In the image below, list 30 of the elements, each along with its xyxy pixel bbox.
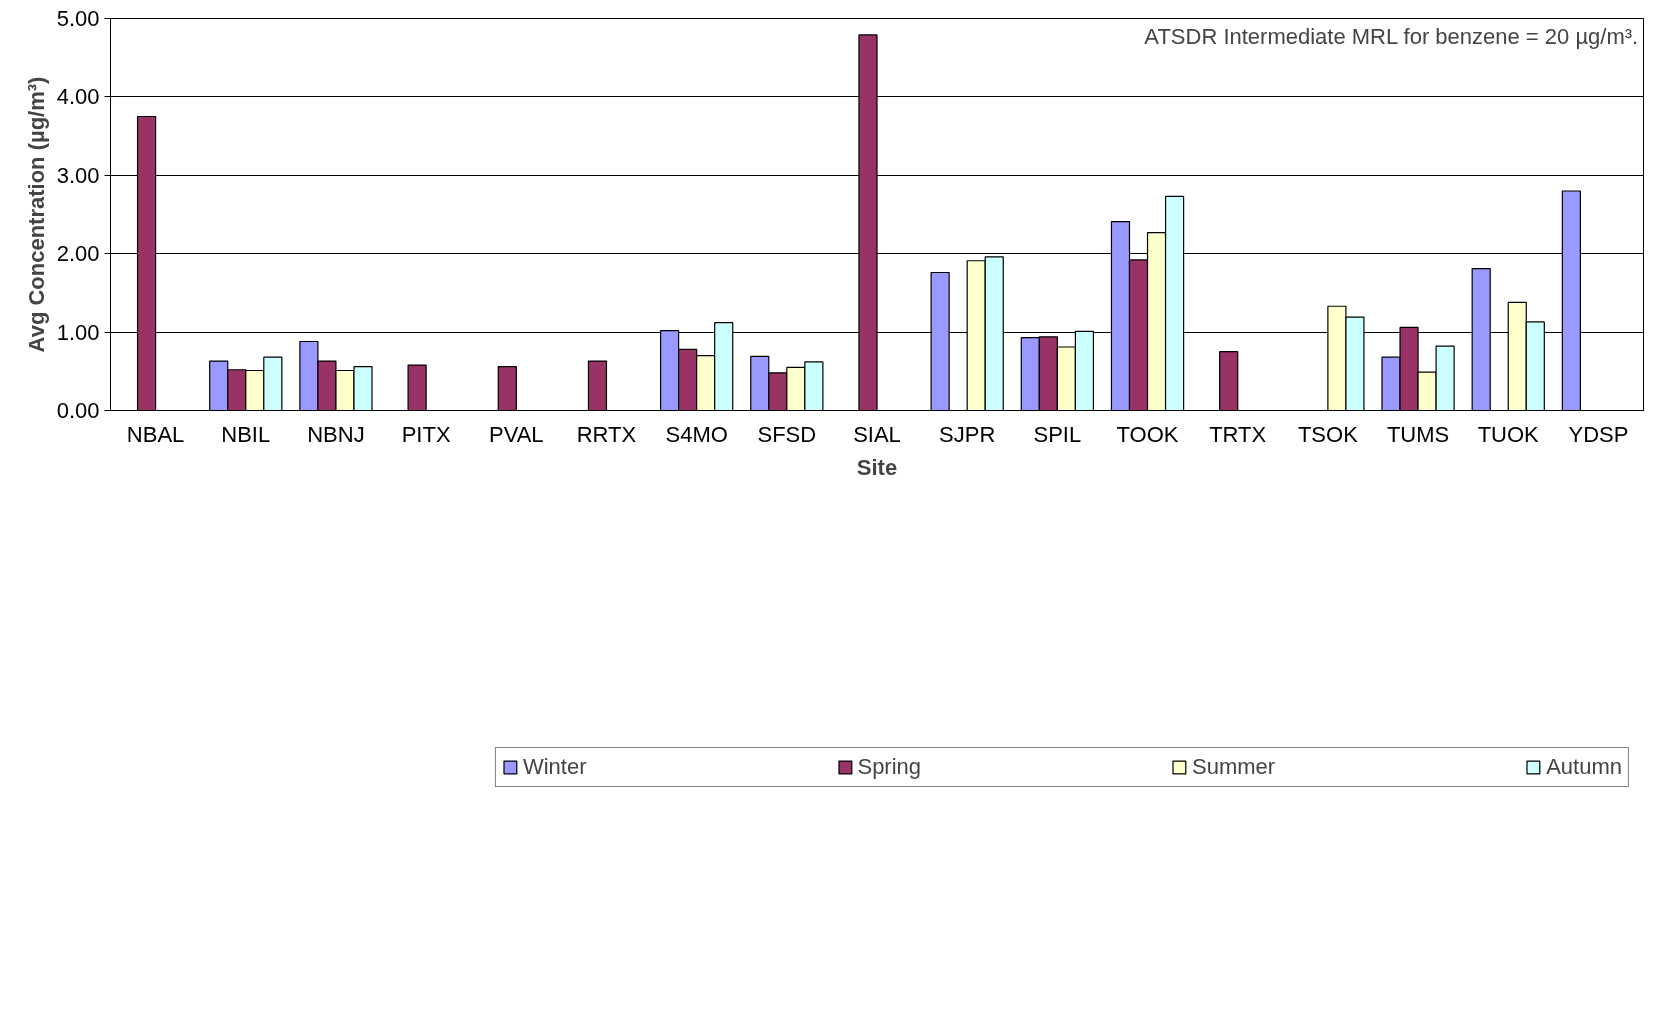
x-tick-label: TUMS	[1386, 421, 1450, 447]
legend-label: Summer	[1192, 754, 1276, 780]
x-tick-label: NBNJ	[307, 421, 365, 447]
x-tick-label: TOOK	[1116, 421, 1179, 447]
x-axis-title: Site	[856, 454, 898, 480]
x-tick-label: PITX	[401, 421, 451, 447]
x-tick-label: RRTX	[576, 421, 637, 447]
x-tick-label: TUOK	[1477, 421, 1540, 447]
x-tick-label: SFSD	[757, 421, 817, 447]
y-tick-label: 4.00	[56, 84, 100, 110]
y-tick-label: 5.00	[56, 6, 100, 31]
legend-label: Spring	[857, 754, 922, 780]
x-tick-label: TSOK	[1297, 421, 1359, 447]
y-tick-label: 3.00	[56, 162, 100, 188]
x-tick-label: SJPR	[939, 421, 996, 447]
x-tick-label: SPIL	[1033, 421, 1082, 447]
legend-label: Winter	[522, 754, 587, 780]
y-tick-label: 1.00	[56, 319, 100, 345]
x-tick-label: TRTX	[1209, 421, 1267, 447]
x-tick-label: PVAL	[488, 421, 544, 447]
annotation: ATSDR Intermediate MRL for benzene = 20 µg/m³.	[1144, 24, 1639, 50]
y-axis-title: Avg Concentration (µg/m³)	[23, 76, 49, 353]
x-tick-label: SIAL	[853, 421, 901, 447]
x-tick-label: NBAL	[126, 421, 185, 447]
x-tick-label: NBIL	[221, 421, 271, 447]
x-tick-label: S4MO	[665, 421, 728, 447]
y-tick-label: 2.00	[56, 241, 100, 267]
legend-label: Autumn	[1546, 754, 1622, 780]
x-tick-label: YDSP	[1568, 421, 1629, 447]
y-tick-label: 0.00	[56, 398, 100, 423]
